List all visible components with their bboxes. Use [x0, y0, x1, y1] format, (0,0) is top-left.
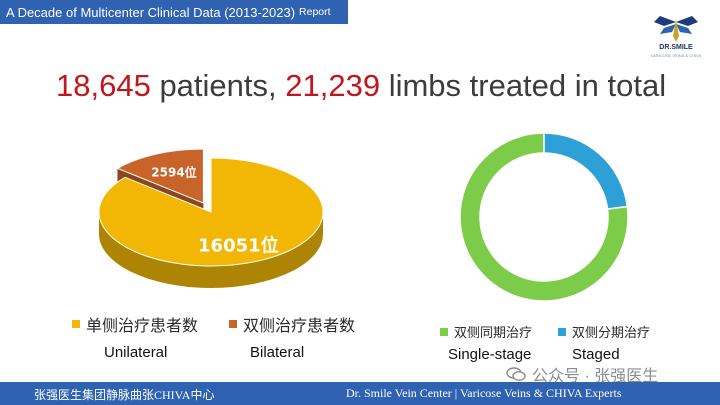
footer-left-text: 张强医生集团静脉曲张CHIVA中心 [34, 388, 215, 402]
legend-label-staged: 双侧分期治疗 [572, 325, 651, 340]
headline: 18,645 patients, 21,239 limbs treated in… [56, 68, 666, 104]
legend-label-bilateral: 双侧治疗患者数 [243, 318, 356, 335]
logo-tagline: VARICOSE VEINS & CHIVA [650, 53, 702, 58]
watermark-text: 公众号 · 张强医生 [532, 368, 659, 385]
pie-slice-side-unilateral [99, 212, 323, 288]
legend-item-staged: 双侧分期治疗 [558, 322, 650, 341]
footer-right-text: Dr. Smile Vein Center | Varicose Veins &… [346, 386, 622, 400]
donut-slice-single-stage [459, 132, 629, 302]
legend-label-unilateral: 单侧治疗患者数 [86, 318, 199, 335]
charts-area: 2594位 16051位 [98, 132, 629, 302]
logo-name: DR.SMILE [659, 44, 693, 51]
patients-text: patients, [150, 68, 286, 103]
sublabel-bilateral: Bilateral [250, 344, 305, 361]
pie-slice-unilateral [98, 157, 324, 267]
footer-banner: 张强医生集团静脉曲张CHIVA中心 Dr. Smile Vein Center … [0, 382, 720, 405]
limbs-count: 21,239 [285, 68, 381, 103]
donut-slice-staged [543, 132, 629, 210]
legend-label-single-stage: 双侧同期治疗 [454, 325, 533, 340]
header-banner: A Decade of Multicenter Clinical Data (2… [0, 0, 348, 24]
legend-swatch-bilateral [229, 320, 237, 328]
legend-swatch-unilateral [72, 320, 80, 328]
header-title: A Decade of Multicenter Clinical Data (2… [6, 4, 296, 20]
legend-swatch-staged [558, 327, 566, 336]
sublabel-single-stage: Single-stage [448, 346, 532, 363]
header-title-suffix: Report [299, 6, 331, 18]
legend-swatch-single-stage [440, 327, 448, 336]
data-label-bilateral: 2594位 [151, 165, 196, 180]
patients-count: 18,645 [56, 68, 151, 103]
limbs-text: limbs treated in total [380, 68, 667, 103]
legend-item-bilateral: 双侧治疗患者数 [229, 312, 355, 336]
legend-item-single-stage: 双侧同期治疗 [440, 322, 532, 341]
data-label-unilateral: 16051位 [198, 235, 279, 257]
wechat-icon [506, 367, 526, 381]
legend-item-unilateral: 单侧治疗患者数 [72, 312, 198, 336]
sublabel-staged: Staged [572, 346, 620, 363]
dr-smile-logo [654, 16, 698, 42]
sublabel-unilateral: Unilateral [104, 344, 168, 361]
pie-slice-bilateral [116, 148, 204, 204]
watermark: 公众号 · 张强医生 [506, 362, 658, 386]
